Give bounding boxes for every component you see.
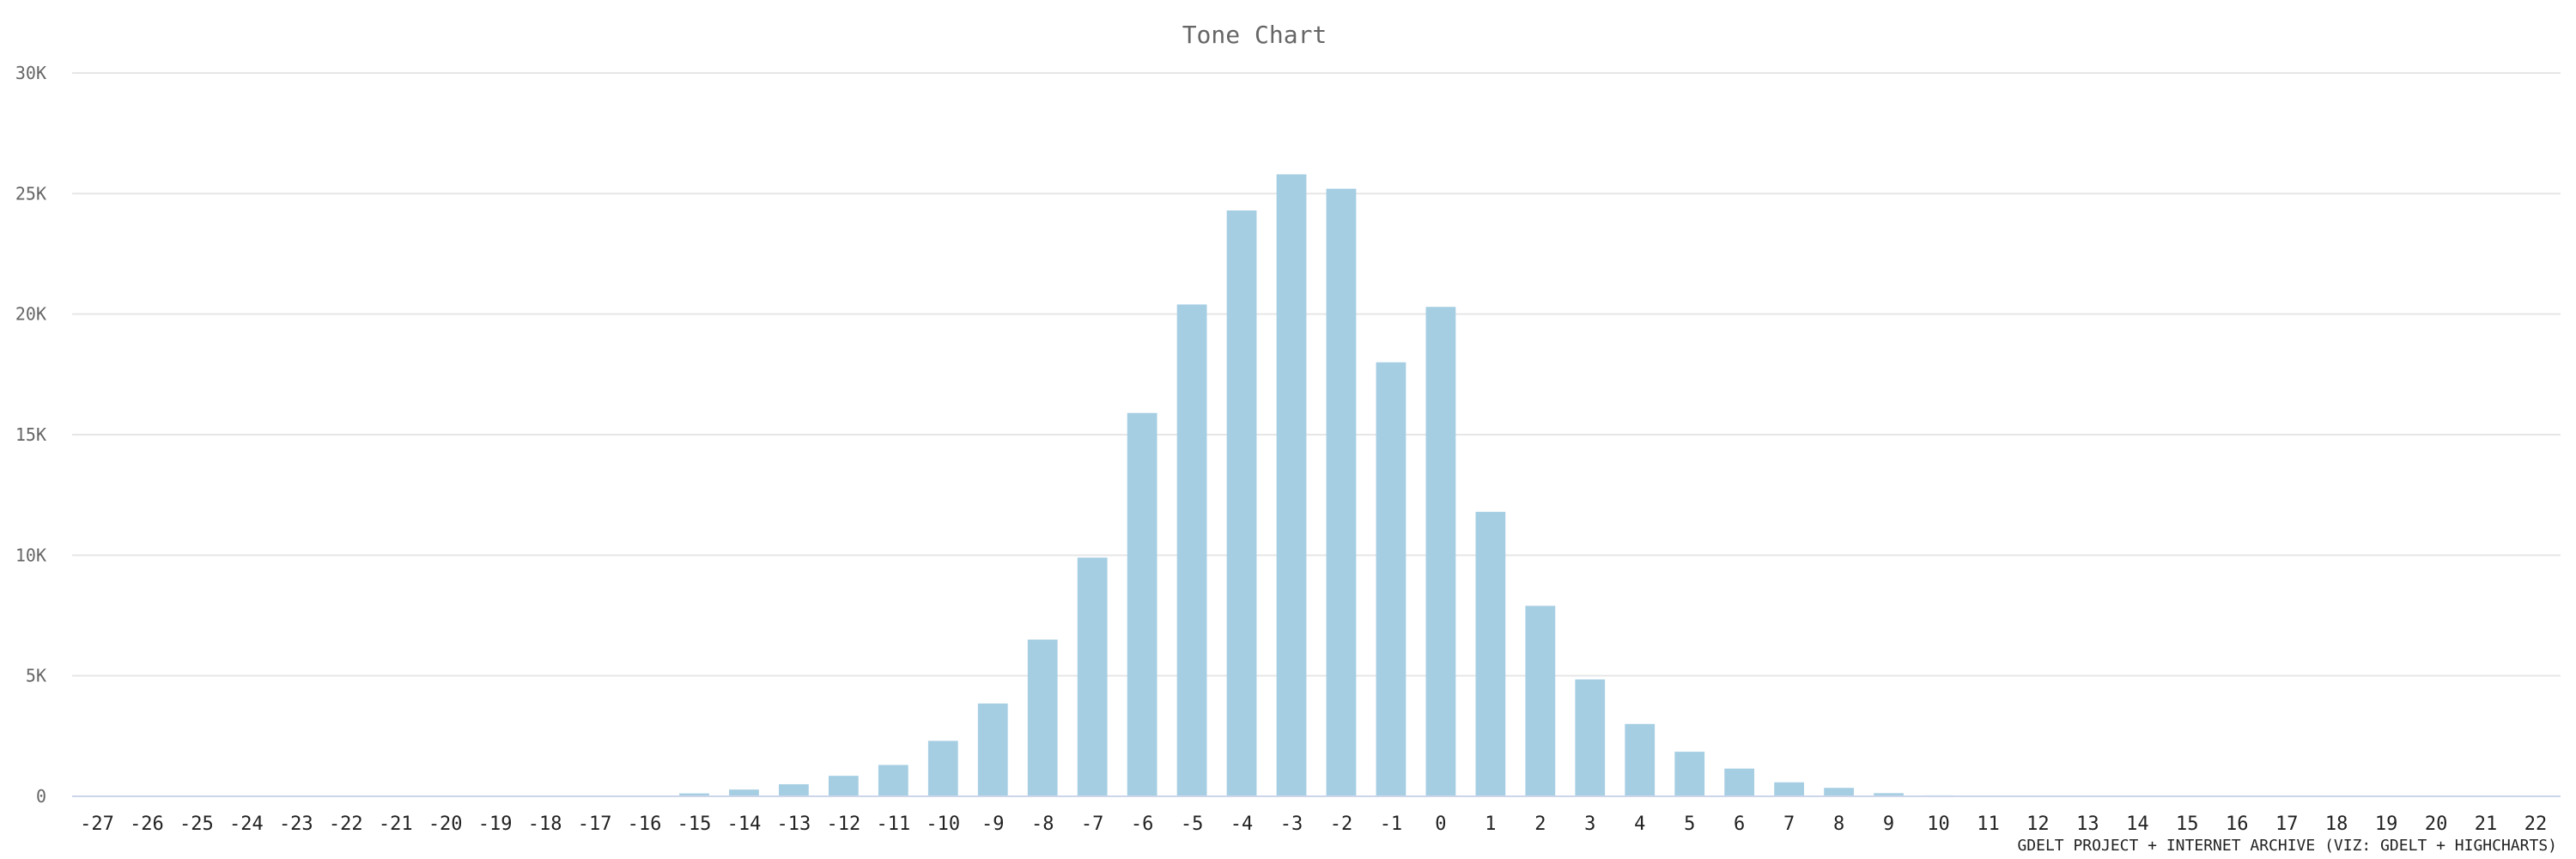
x-tick-label: 22 — [2524, 813, 2548, 835]
x-tick-label: -25 — [179, 813, 214, 835]
x-tick-label: -23 — [279, 813, 313, 835]
bar-tone--15[interactable] — [679, 793, 709, 796]
x-tick-label: -15 — [677, 813, 712, 835]
bar-tone-6[interactable] — [1724, 768, 1755, 796]
x-tick-label: 1 — [1485, 813, 1496, 835]
x-tick-label: 14 — [2126, 813, 2149, 835]
x-tick-label: -11 — [876, 813, 910, 835]
x-axis-tick-labels: -27 -26 -25 -24 -23 -22 -21 -20 -19 -18 -17 -16 -15-… — [80, 813, 2547, 835]
x-tick-label: 3 — [1584, 813, 1595, 835]
x-tick-label: 9 — [1883, 813, 1894, 835]
bar-tone--3[interactable] — [1276, 174, 1307, 796]
x-tick-label: 10 — [1927, 813, 1950, 835]
x-tick-label: -3 — [1280, 813, 1303, 835]
x-tick-label: -26 — [130, 813, 164, 835]
bar-tone--6[interactable] — [1127, 412, 1157, 796]
x-tick-label: 17 — [2275, 813, 2299, 835]
x-tick-label: -20 — [428, 813, 463, 835]
x-tick-label: -10 — [926, 813, 960, 835]
bar-tone--9[interactable] — [977, 703, 1008, 796]
bar-tone--2[interactable] — [1326, 188, 1357, 797]
y-tick-label: 15K — [15, 424, 46, 445]
x-tick-label: -1 — [1380, 813, 1403, 835]
bar-tone--12[interactable] — [828, 776, 859, 796]
bar-tone--4[interactable] — [1226, 210, 1257, 797]
x-tick-label: -18 — [528, 813, 562, 835]
x-tick-label: -7 — [1081, 813, 1104, 835]
y-tick-label: 20K — [15, 304, 46, 325]
chart-credit: GDELT PROJECT + INTERNET ARCHIVE (VIZ: G… — [2017, 837, 2557, 855]
bars — [580, 174, 2302, 797]
x-tick-label: 5 — [1684, 813, 1695, 835]
x-tick-label: 16 — [2226, 813, 2249, 835]
x-tick-label: 20 — [2425, 813, 2448, 835]
x-tick-label: -19 — [478, 813, 513, 835]
x-tick-label: -6 — [1131, 813, 1154, 835]
x-tick-label: -13 — [777, 813, 811, 835]
bar-tone-4[interactable] — [1625, 723, 1656, 796]
x-tick-label: 15 — [2176, 813, 2199, 835]
bar-tone-2[interactable] — [1525, 606, 1556, 796]
bar-tone--7[interactable] — [1077, 557, 1108, 796]
x-tick-label: -8 — [1031, 813, 1054, 835]
x-tick-label: 19 — [2375, 813, 2398, 835]
x-tick-label: -21 — [379, 813, 413, 835]
grid-lines — [72, 72, 2561, 677]
bar-tone-1[interactable] — [1475, 511, 1506, 796]
x-tick-label: -16 — [628, 813, 662, 835]
x-tick-label: 13 — [2076, 813, 2099, 835]
x-tick-label: 2 — [1534, 813, 1546, 835]
x-tick-label: 8 — [1833, 813, 1844, 835]
bar-tone--1[interactable] — [1376, 362, 1406, 796]
x-tick-label: 0 — [1435, 813, 1446, 835]
x-tick-label: -2 — [1330, 813, 1353, 835]
x-tick-label: -5 — [1181, 813, 1204, 835]
bar-tone--8[interactable] — [1027, 639, 1058, 796]
x-tick-label: -27 — [80, 813, 114, 835]
y-tick-label: 25K — [15, 183, 46, 204]
bar-tone--5[interactable] — [1176, 304, 1207, 796]
x-tick-label: 11 — [1977, 813, 2000, 835]
bar-tone--10[interactable] — [927, 740, 958, 796]
bar-tone-5[interactable] — [1674, 752, 1705, 796]
bar-tone-8[interactable] — [1824, 788, 1854, 796]
x-tick-label: 4 — [1634, 813, 1645, 835]
x-tick-label: 6 — [1734, 813, 1745, 835]
x-tick-label: -24 — [229, 813, 264, 835]
y-tick-label: 10K — [15, 545, 46, 565]
x-tick-label: -4 — [1230, 813, 1254, 835]
chart-title: Tone Chart — [1182, 21, 1327, 49]
bar-tone--11[interactable] — [878, 765, 908, 796]
x-tick-label: -22 — [329, 813, 363, 835]
x-tick-label: 18 — [2325, 813, 2348, 835]
x-tick-label: -12 — [827, 813, 861, 835]
x-tick-label: 7 — [1783, 813, 1795, 835]
x-tick-label: 12 — [2026, 813, 2050, 835]
y-axis-tick-labels: 0 5K 10K 15K 20K 25K 30K — [15, 63, 46, 807]
x-tick-label: -14 — [727, 813, 762, 835]
bar-tone-9[interactable] — [1874, 793, 1904, 796]
bar-tone-0[interactable] — [1425, 307, 1456, 796]
bar-tone-3[interactable] — [1575, 679, 1606, 796]
x-tick-label: -17 — [578, 813, 612, 835]
bar-tone--14[interactable] — [729, 789, 759, 796]
y-tick-label: 30K — [15, 63, 46, 83]
x-tick-label: -9 — [981, 813, 1005, 835]
bar-tone-7[interactable] — [1774, 782, 1805, 796]
x-tick-label: 21 — [2475, 813, 2498, 835]
bar-tone--13[interactable] — [779, 783, 809, 796]
y-tick-label: 0 — [36, 786, 46, 807]
y-tick-label: 5K — [26, 666, 46, 686]
